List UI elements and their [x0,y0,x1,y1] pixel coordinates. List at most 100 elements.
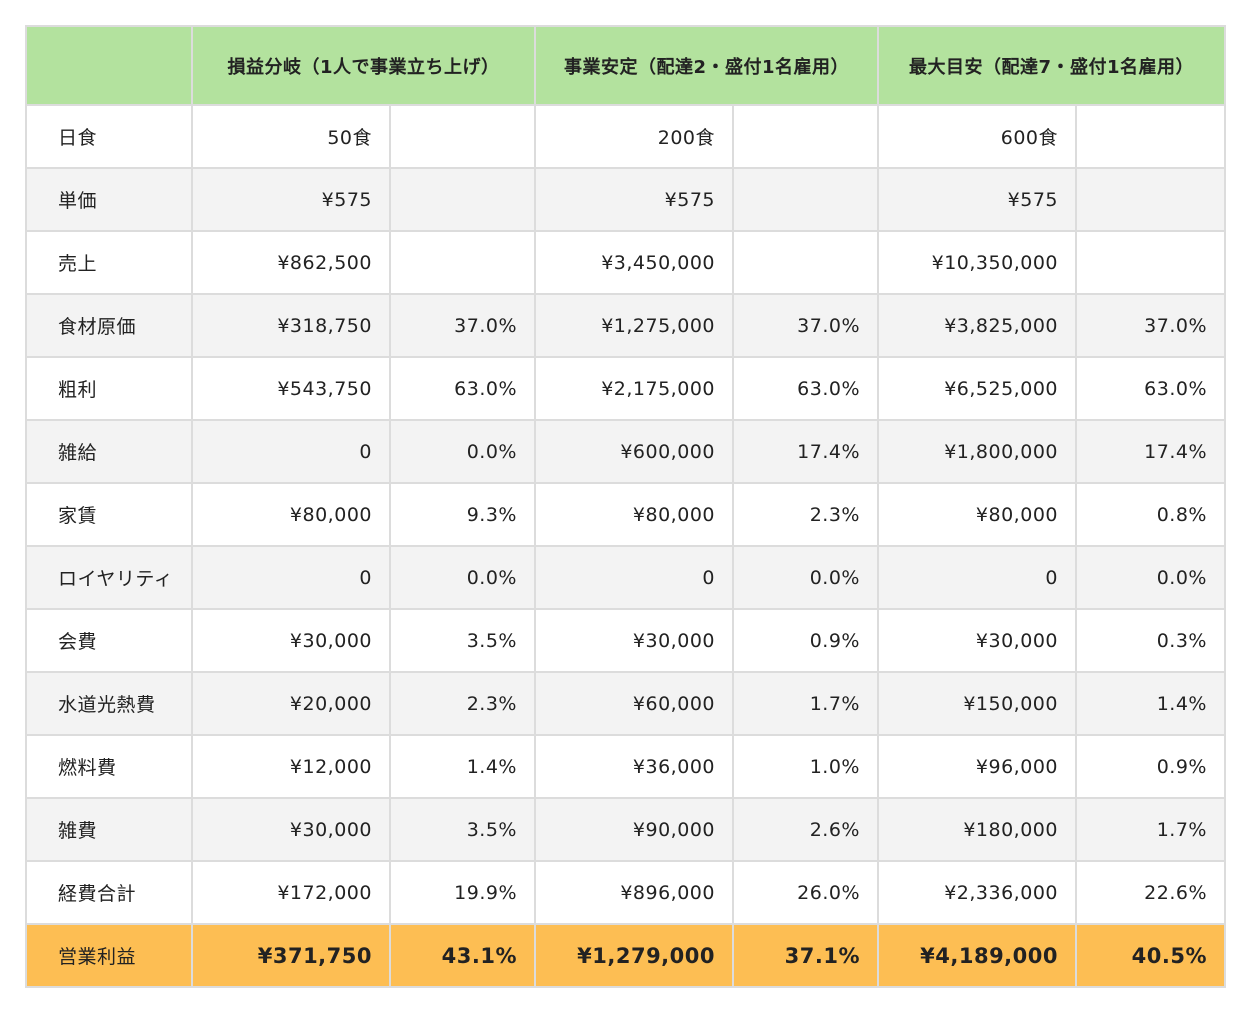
header-max: 最大目安（配達7・盛付1名雇用） [877,25,1226,106]
stable-value: ¥80,000 [534,482,734,547]
break-even-value: ¥12,000 [191,734,391,799]
row-label: 売上 [25,230,193,295]
header-break-even: 損益分岐（1人で事業立ち上げ） [191,25,536,106]
max-percent: 1.4% [1075,671,1226,736]
max-percent: 22.6% [1075,860,1226,925]
break-even-percent: 3.5% [389,797,536,862]
max-value: ¥1,800,000 [877,419,1077,484]
table-row: 水道光熱費 ¥20,000 2.3% ¥60,000 1.7% ¥150,000… [25,671,1226,736]
table-row: 雑給 0 0.0% ¥600,000 17.4% ¥1,800,000 17.4… [25,419,1226,484]
max-value: ¥96,000 [877,734,1077,799]
break-even-value: ¥172,000 [191,860,391,925]
break-even-value: ¥80,000 [191,482,391,547]
stable-percent: 0.0% [732,545,879,610]
stable-value: 200食 [534,104,734,169]
max-percent: 0.3% [1075,608,1226,673]
max-value: ¥30,000 [877,608,1077,673]
max-value: ¥6,525,000 [877,356,1077,421]
table-row: 燃料費 ¥12,000 1.4% ¥36,000 1.0% ¥96,000 0.… [25,734,1226,799]
break-even-percent: 0.0% [389,545,536,610]
table-row: 食材原価 ¥318,750 37.0% ¥1,275,000 37.0% ¥3,… [25,293,1226,358]
stable-value: ¥30,000 [534,608,734,673]
break-even-percent: 1.4% [389,734,536,799]
break-even-percent [389,230,536,295]
table-row: ロイヤリティ 0 0.0% 0 0.0% 0 0.0% [25,545,1226,610]
stable-percent: 1.0% [732,734,879,799]
break-even-value: 0 [191,545,391,610]
max-value: ¥180,000 [877,797,1077,862]
max-value: 0 [877,545,1077,610]
profit-loss-table: 損益分岐（1人で事業立ち上げ） 事業安定（配達2・盛付1名雇用） 最大目安（配達… [25,25,1226,988]
stable-percent: 17.4% [732,419,879,484]
row-label: 雑費 [25,797,193,862]
stable-value: ¥1,275,000 [534,293,734,358]
header-row: 損益分岐（1人で事業立ち上げ） 事業安定（配達2・盛付1名雇用） 最大目安（配達… [25,25,1226,106]
break-even-percent: 0.0% [389,419,536,484]
break-even-percent [389,104,536,169]
break-even-percent: 43.1% [389,923,536,988]
stable-percent: 37.1% [732,923,879,988]
break-even-value: ¥20,000 [191,671,391,736]
row-label: 家賃 [25,482,193,547]
break-even-value: ¥862,500 [191,230,391,295]
row-label: ロイヤリティ [25,545,193,610]
header-stable: 事業安定（配達2・盛付1名雇用） [534,25,879,106]
break-even-percent: 2.3% [389,671,536,736]
table-row: 単価 ¥575 ¥575 ¥575 [25,167,1226,232]
break-even-percent [389,167,536,232]
stable-percent [732,230,879,295]
stable-percent: 2.3% [732,482,879,547]
table-row: 売上 ¥862,500 ¥3,450,000 ¥10,350,000 [25,230,1226,295]
break-even-percent: 37.0% [389,293,536,358]
max-percent: 0.0% [1075,545,1226,610]
break-even-percent: 63.0% [389,356,536,421]
table-row: 会費 ¥30,000 3.5% ¥30,000 0.9% ¥30,000 0.3… [25,608,1226,673]
stable-value: ¥90,000 [534,797,734,862]
break-even-percent: 3.5% [389,608,536,673]
max-value: ¥3,825,000 [877,293,1077,358]
row-label: 食材原価 [25,293,193,358]
row-label: 日食 [25,104,193,169]
max-percent [1075,167,1226,232]
row-label: 雑給 [25,419,193,484]
max-percent: 17.4% [1075,419,1226,484]
row-label: 経費合計 [25,860,193,925]
stable-percent: 26.0% [732,860,879,925]
stable-percent: 63.0% [732,356,879,421]
row-label: 燃料費 [25,734,193,799]
stable-value: ¥3,450,000 [534,230,734,295]
max-value: ¥2,336,000 [877,860,1077,925]
max-percent: 40.5% [1075,923,1226,988]
table-row: 雑費 ¥30,000 3.5% ¥90,000 2.6% ¥180,000 1.… [25,797,1226,862]
header-blank [25,25,193,106]
stable-percent: 1.7% [732,671,879,736]
stable-percent: 0.9% [732,608,879,673]
max-percent [1075,104,1226,169]
max-percent: 0.8% [1075,482,1226,547]
break-even-value: ¥30,000 [191,608,391,673]
stable-percent [732,167,879,232]
max-value: ¥150,000 [877,671,1077,736]
table-row: 日食 50食 200食 600食 [25,104,1226,169]
row-label: 単価 [25,167,193,232]
break-even-value: 0 [191,419,391,484]
stable-percent [732,104,879,169]
max-value: 600食 [877,104,1077,169]
stable-value: ¥36,000 [534,734,734,799]
stable-value: ¥896,000 [534,860,734,925]
max-value: ¥10,350,000 [877,230,1077,295]
max-value: ¥4,189,000 [877,923,1077,988]
break-even-value: ¥318,750 [191,293,391,358]
stable-percent: 37.0% [732,293,879,358]
break-even-value: ¥543,750 [191,356,391,421]
break-even-percent: 19.9% [389,860,536,925]
stable-percent: 2.6% [732,797,879,862]
table-row: 経費合計 ¥172,000 19.9% ¥896,000 26.0% ¥2,33… [25,860,1226,925]
stable-value: ¥1,279,000 [534,923,734,988]
break-even-value: 50食 [191,104,391,169]
break-even-value: ¥575 [191,167,391,232]
stable-value: ¥600,000 [534,419,734,484]
row-label: 水道光熱費 [25,671,193,736]
max-percent: 63.0% [1075,356,1226,421]
stable-value: 0 [534,545,734,610]
